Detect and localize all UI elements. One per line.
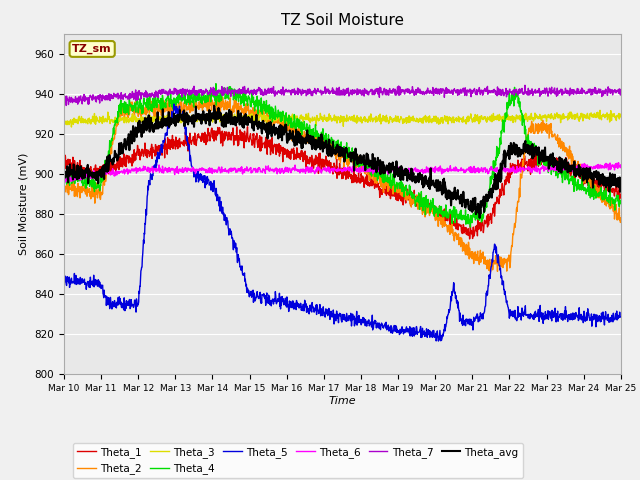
Theta_5	[378, 322, 385, 328]
X-axis label: Time: Time	[328, 396, 356, 406]
Theta_7	[308, 89, 316, 95]
Theta_7	[104, 94, 111, 100]
Theta_2	[378, 184, 385, 190]
Theta_avg	[210, 103, 218, 108]
Theta_4	[60, 171, 68, 177]
Theta_6	[64, 179, 72, 185]
Theta_7	[521, 83, 529, 88]
Theta_2	[60, 185, 68, 191]
Theta_3	[297, 112, 305, 118]
Theta_5	[308, 300, 316, 305]
Line: Theta_5: Theta_5	[64, 104, 621, 341]
Theta_1	[378, 189, 385, 195]
Theta_avg	[60, 165, 68, 170]
Line: Theta_7: Theta_7	[64, 85, 621, 106]
Theta_3	[318, 117, 326, 123]
Theta_5	[103, 302, 111, 308]
Theta_avg	[617, 180, 625, 186]
Theta_3	[126, 118, 134, 123]
Theta_4	[378, 174, 385, 180]
Theta_5	[297, 300, 305, 306]
Line: Theta_3: Theta_3	[64, 110, 621, 127]
Theta_1	[126, 158, 134, 164]
Theta_5	[617, 314, 625, 320]
Theta_6	[126, 168, 134, 173]
Title: TZ Soil Moisture: TZ Soil Moisture	[281, 13, 404, 28]
Theta_6	[104, 169, 111, 175]
Line: Theta_avg: Theta_avg	[64, 106, 621, 218]
Theta_6	[617, 162, 625, 168]
Line: Theta_4: Theta_4	[64, 84, 621, 227]
Theta_7	[60, 94, 68, 100]
Theta_5	[60, 271, 68, 277]
Legend: Theta_1, Theta_2, Theta_3, Theta_4, Theta_5, Theta_6, Theta_7, Theta_avg: Theta_1, Theta_2, Theta_3, Theta_4, Thet…	[73, 443, 523, 478]
Theta_6	[297, 168, 305, 174]
Theta_3	[68, 124, 76, 130]
Theta_4	[467, 224, 474, 230]
Theta_avg	[126, 135, 134, 141]
Theta_avg	[308, 146, 316, 152]
Theta_4	[103, 155, 111, 160]
Theta_5	[435, 338, 442, 344]
Theta_3	[308, 118, 316, 124]
Theta_6	[318, 168, 326, 174]
Theta_7	[126, 96, 134, 101]
Theta_6	[308, 164, 316, 170]
Theta_3	[596, 108, 604, 113]
Theta_4	[617, 198, 625, 204]
Theta_5	[170, 101, 178, 107]
Theta_1	[233, 124, 241, 130]
Theta_7	[297, 88, 305, 94]
Theta_2	[103, 164, 111, 170]
Theta_2	[486, 269, 494, 275]
Theta_4	[308, 129, 316, 134]
Theta_avg	[476, 215, 483, 221]
Theta_2	[126, 108, 134, 113]
Theta_4	[318, 132, 326, 137]
Theta_2	[177, 93, 185, 99]
Theta_2	[617, 216, 625, 221]
Theta_7	[617, 86, 625, 92]
Theta_6	[378, 169, 385, 175]
Theta_avg	[297, 135, 305, 141]
Theta_2	[318, 136, 326, 142]
Theta_1	[617, 192, 625, 197]
Line: Theta_6: Theta_6	[64, 163, 621, 182]
Theta_3	[378, 116, 385, 121]
Theta_4	[126, 102, 134, 108]
Theta_2	[308, 137, 316, 143]
Theta_7	[318, 88, 326, 94]
Theta_5	[126, 297, 134, 302]
Y-axis label: Soil Moisture (mV): Soil Moisture (mV)	[19, 153, 29, 255]
Theta_3	[104, 117, 111, 123]
Theta_7	[62, 103, 70, 108]
Theta_avg	[318, 134, 326, 140]
Text: TZ_sm: TZ_sm	[72, 44, 112, 54]
Theta_avg	[103, 169, 111, 175]
Theta_1	[466, 236, 474, 242]
Theta_1	[60, 154, 68, 160]
Theta_4	[297, 123, 305, 129]
Theta_4	[212, 81, 220, 86]
Theta_3	[617, 114, 625, 120]
Theta_6	[615, 160, 623, 166]
Theta_1	[318, 156, 326, 162]
Theta_3	[60, 116, 68, 121]
Line: Theta_1: Theta_1	[64, 127, 621, 239]
Theta_5	[318, 312, 326, 318]
Theta_1	[103, 164, 111, 170]
Theta_2	[297, 126, 305, 132]
Line: Theta_2: Theta_2	[64, 96, 621, 272]
Theta_1	[308, 165, 316, 171]
Theta_1	[297, 152, 305, 157]
Theta_7	[378, 89, 385, 95]
Theta_6	[60, 178, 68, 183]
Theta_avg	[378, 168, 385, 174]
